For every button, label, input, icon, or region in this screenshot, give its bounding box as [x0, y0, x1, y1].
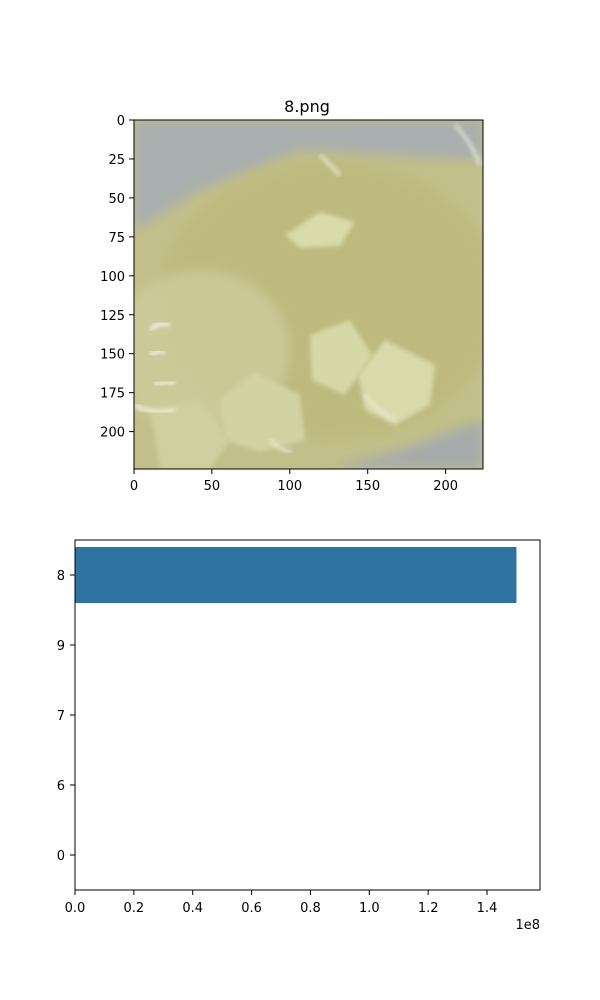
image-y-tick-label: 125: [100, 309, 125, 324]
bar-x-axis: 0.0 0.2 0.4 0.6 0.8 1.0 1.2 1.4: [65, 890, 498, 916]
bar-y-tick-label: 8: [57, 569, 65, 584]
bar-x-tick-label: 1.4: [477, 901, 498, 916]
image-y-tick-label: 175: [100, 387, 125, 402]
image-x-tick-label: 200: [433, 479, 458, 494]
potato-cube: [358, 340, 435, 425]
image-x-axis: 0 50 100 150 200: [130, 469, 458, 494]
image-y-tick-label: 0: [117, 114, 125, 129]
bar-y-tick-label: 7: [57, 709, 65, 724]
highlight: [148, 321, 171, 332]
x-axis-offset-label: 1e8: [515, 918, 540, 933]
image-panel: 8.png 0 50 100 150 200: [100, 97, 484, 494]
bars-group: [75, 547, 517, 603]
potato-cube: [310, 320, 372, 395]
bar-x-tick-label: 0.0: [65, 901, 86, 916]
highlight: [453, 123, 482, 166]
highlight: [154, 379, 176, 387]
image-x-tick-label: 0: [130, 479, 138, 494]
bar-x-tick-label: 1.2: [418, 901, 439, 916]
bar-chart-panel: 0.0 0.2 0.4 0.6 0.8 1.0 1.2 1.4 8 9 7 6 0 1e8: [57, 539, 541, 933]
bar-x-tick-label: 0.2: [124, 901, 145, 916]
highlight: [134, 403, 176, 414]
bar-y-tick-label: 9: [57, 639, 65, 654]
image-y-tick-label: 25: [108, 153, 125, 168]
image-x-tick-label: 100: [277, 479, 302, 494]
highlight: [318, 153, 342, 177]
bar-x-tick-label: 1.0: [359, 901, 380, 916]
image-x-tick-label: 50: [204, 479, 221, 494]
bar-x-tick-label: 0.4: [182, 901, 203, 916]
image-y-tick-label: 75: [108, 231, 125, 246]
bar-x-tick-label: 0.6: [241, 901, 262, 916]
image-y-tick-label: 150: [100, 348, 125, 363]
image-y-tick-label: 100: [100, 270, 125, 285]
bowl-rim-bottom: [330, 420, 483, 469]
food-image: [134, 120, 483, 469]
bowl-rim-top: [134, 120, 483, 230]
highlight: [363, 394, 396, 422]
image-y-axis: 0 25 50 75 100 125 150 175 200: [100, 114, 134, 441]
bar-8: [75, 547, 517, 603]
image-title: 8.png: [284, 97, 330, 116]
potato-cube: [285, 212, 355, 248]
potato-cube: [220, 372, 305, 452]
bar-y-tick-label: 0: [57, 849, 65, 864]
bar-x-tick-label: 0.8: [300, 901, 321, 916]
image-frame: [133, 119, 484, 470]
highlight: [268, 438, 293, 454]
highlight: [148, 349, 166, 357]
image-y-tick-label: 50: [108, 192, 125, 207]
image-x-tick-label: 150: [355, 479, 380, 494]
image-y-tick-label: 200: [100, 426, 125, 441]
bar-y-axis: 8 9 7 6 0: [57, 569, 75, 864]
potato-cube: [150, 400, 230, 469]
bar-y-tick-label: 6: [57, 779, 65, 794]
